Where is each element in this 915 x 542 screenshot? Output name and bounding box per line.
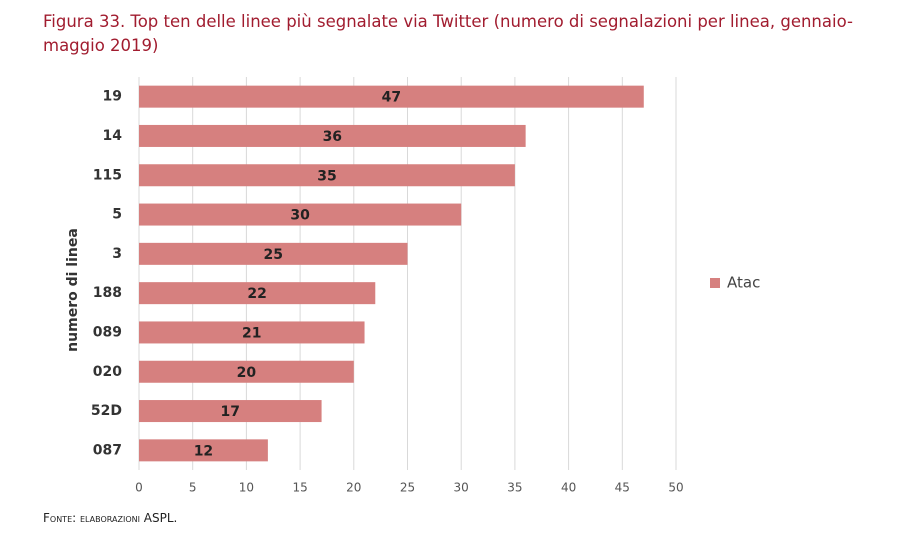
chart-title: Figura 33. Top ten delle linee più segna…: [43, 12, 853, 55]
x-tick-label: 10: [239, 481, 254, 495]
bar: [139, 85, 644, 108]
bar: [139, 360, 354, 383]
bar: [139, 400, 322, 423]
data-label: 35: [317, 168, 336, 184]
legend-label: Atac: [727, 274, 760, 292]
data-label: 47: [382, 90, 401, 106]
x-tick-label: 25: [400, 481, 415, 495]
data-label: 22: [247, 286, 266, 302]
bar: [139, 203, 462, 226]
x-tick-label: 5: [189, 481, 197, 495]
data-label: 20: [237, 365, 257, 381]
y-tick-label: 14: [103, 128, 123, 144]
y-tick-label: 087: [93, 442, 122, 458]
source-note: Fonte: elaborazioni ASPL.: [43, 511, 178, 525]
x-tick-label: 50: [668, 481, 683, 495]
y-axis-label: numero di linea: [65, 228, 81, 352]
legend-swatch: [710, 278, 720, 288]
x-tick-label: 40: [561, 481, 576, 495]
bar: [139, 439, 268, 462]
data-label: 17: [221, 404, 240, 420]
x-tick-label: 20: [346, 481, 361, 495]
y-tick-label: 19: [103, 89, 122, 105]
bar: [139, 321, 365, 344]
bar: [139, 164, 515, 187]
bar: [139, 124, 526, 147]
x-tick-label: 0: [135, 481, 143, 495]
data-label: 21: [242, 325, 261, 341]
x-tick-label: 15: [292, 481, 307, 495]
bar: [139, 242, 408, 265]
chart: numero di linea 0 5 10 15 20 25 30 35 40 45 504736…: [65, 77, 760, 495]
data-label: 12: [194, 443, 213, 459]
y-tick-label: 3: [112, 246, 122, 262]
x-tick-label: 30: [454, 481, 469, 495]
y-tick-label: 5: [112, 207, 122, 223]
bar: [139, 282, 376, 305]
data-label: 36: [323, 129, 342, 145]
y-tick-label: 020: [93, 364, 122, 380]
y-tick-label: 115: [93, 167, 122, 183]
y-tick-label: 089: [93, 324, 122, 340]
x-tick-label: 35: [507, 481, 522, 495]
y-tick-label: 52D: [91, 403, 122, 419]
y-tick-label: 188: [93, 285, 122, 301]
data-label: 30: [290, 208, 310, 224]
x-tick-label: 45: [615, 481, 630, 495]
data-label: 25: [264, 247, 283, 263]
